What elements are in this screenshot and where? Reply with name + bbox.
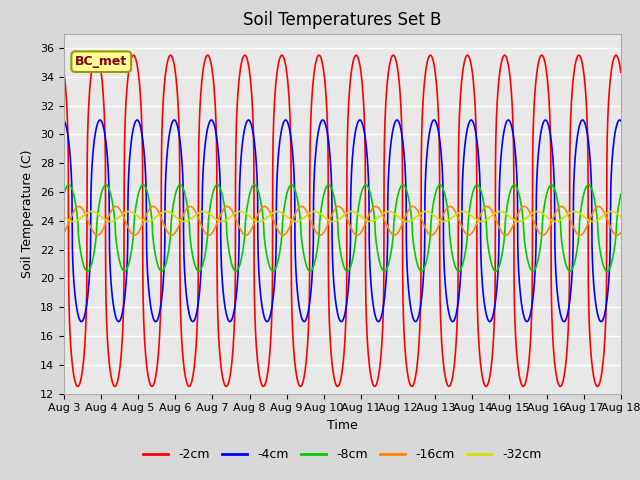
-2cm: [298, 382, 306, 388]
-2cm: [74, 384, 81, 389]
-16cm: [606, 223, 614, 229]
-8cm: [617, 192, 625, 197]
-16cm: [298, 204, 306, 209]
Title: Soil Temperatures Set B: Soil Temperatures Set B: [243, 11, 442, 29]
-4cm: [77, 319, 85, 324]
-8cm: [60, 192, 68, 197]
Line: -8cm: -8cm: [64, 185, 621, 271]
-32cm: [157, 211, 164, 216]
Text: BC_met: BC_met: [75, 55, 127, 68]
-8cm: [604, 268, 611, 274]
-4cm: [546, 130, 554, 136]
-8cm: [157, 268, 164, 274]
-4cm: [124, 242, 132, 248]
-4cm: [298, 315, 306, 321]
-2cm: [274, 65, 282, 71]
-32cm: [60, 214, 68, 219]
-8cm: [298, 239, 306, 244]
-2cm: [157, 301, 164, 307]
-4cm: [274, 162, 282, 168]
Line: -4cm: -4cm: [64, 120, 621, 322]
-2cm: [612, 52, 620, 58]
Line: -16cm: -16cm: [64, 206, 621, 235]
-32cm: [606, 209, 614, 215]
-32cm: [546, 216, 554, 222]
-16cm: [546, 223, 554, 228]
-2cm: [546, 120, 554, 125]
-2cm: [617, 69, 625, 75]
-16cm: [617, 229, 625, 235]
-8cm: [65, 182, 73, 188]
-16cm: [60, 229, 68, 235]
-32cm: [70, 218, 77, 224]
-32cm: [617, 214, 625, 219]
-2cm: [606, 79, 614, 85]
Legend: -2cm, -4cm, -8cm, -16cm, -32cm: -2cm, -4cm, -8cm, -16cm, -32cm: [138, 443, 547, 466]
Line: -32cm: -32cm: [64, 212, 621, 221]
-8cm: [124, 264, 132, 270]
-4cm: [617, 118, 625, 123]
-2cm: [124, 77, 132, 83]
-16cm: [613, 232, 621, 238]
Y-axis label: Soil Temperature (C): Soil Temperature (C): [22, 149, 35, 278]
-4cm: [60, 118, 68, 123]
-4cm: [616, 117, 623, 123]
-16cm: [124, 224, 132, 229]
-32cm: [607, 209, 615, 215]
X-axis label: Time: Time: [327, 419, 358, 432]
-8cm: [274, 259, 282, 265]
-32cm: [274, 209, 282, 215]
-32cm: [298, 216, 306, 222]
-32cm: [124, 209, 132, 215]
-16cm: [75, 204, 83, 209]
-16cm: [274, 227, 282, 233]
-8cm: [546, 183, 554, 189]
Line: -2cm: -2cm: [64, 55, 621, 386]
-4cm: [606, 252, 614, 257]
-8cm: [606, 264, 614, 270]
-4cm: [157, 303, 164, 309]
-2cm: [60, 69, 68, 75]
-16cm: [157, 214, 164, 220]
